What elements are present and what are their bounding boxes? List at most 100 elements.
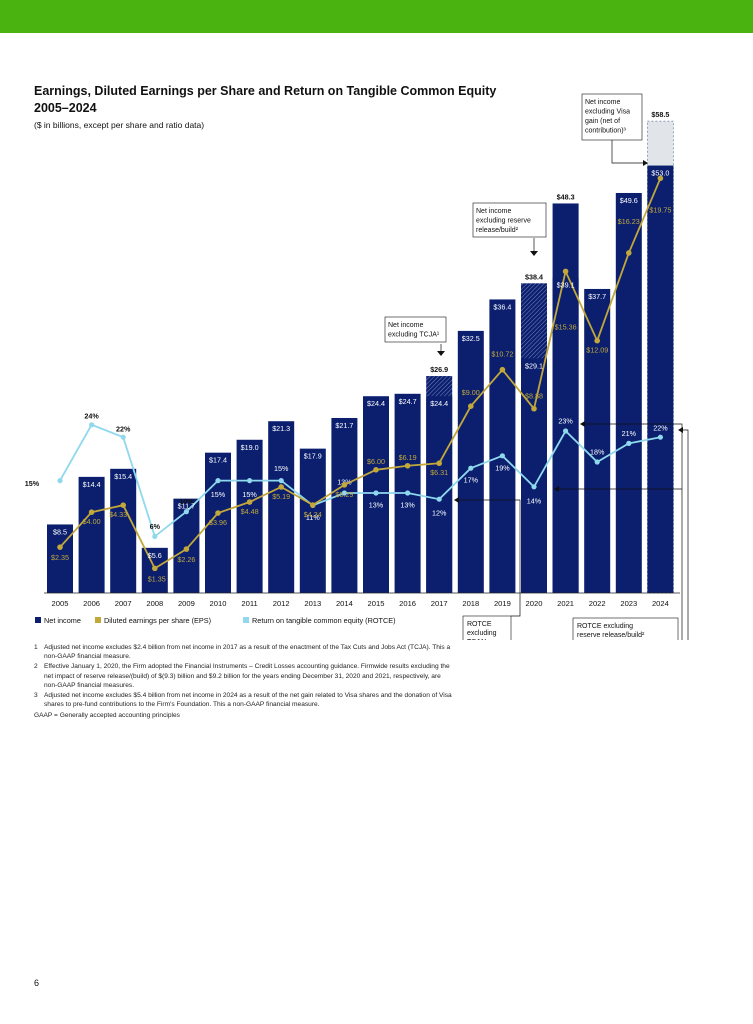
rotce-note-1-line-2: excluding bbox=[467, 630, 497, 637]
glossary-note: GAAP = Generally accepted accounting pri… bbox=[34, 712, 180, 720]
callout-1-arrowhead bbox=[437, 351, 445, 356]
footnote-3: 3 Adjusted net income excludes $5.4 billi… bbox=[34, 691, 454, 709]
x-tick-label-2024: 2024 bbox=[652, 599, 669, 608]
eps-label-2014: $5.29 bbox=[335, 490, 353, 499]
eps-label-2006: $4.00 bbox=[83, 517, 101, 526]
rotce-point-2017 bbox=[436, 496, 442, 502]
chart-subtitle: ($ in billions, except per share and rat… bbox=[34, 120, 205, 130]
eps-point-2021 bbox=[562, 268, 569, 275]
x-tick-label-2023: 2023 bbox=[620, 599, 637, 608]
eps-point-2008 bbox=[152, 565, 158, 572]
bar-label-2006: $14.4 bbox=[83, 480, 101, 489]
rotce-label-2008: 6% bbox=[150, 522, 161, 531]
eps-point-2015 bbox=[373, 467, 379, 473]
callout-1-line-2: excluding TCJA¹ bbox=[388, 332, 440, 339]
eps-point-2010 bbox=[215, 510, 221, 516]
net-income-bar-2012 bbox=[268, 421, 295, 593]
eps-label-2020: $8.88 bbox=[525, 392, 543, 401]
footnote-3-text: Adjusted net income excludes $5.4 billio… bbox=[44, 692, 452, 709]
rotce-note-2-connector bbox=[582, 423, 683, 640]
eps-label-2019: $10.72 bbox=[491, 350, 513, 359]
eps-label-2012: $5.19 bbox=[272, 492, 290, 501]
net-income-bar-2018 bbox=[457, 330, 484, 593]
eps-point-2024 bbox=[657, 175, 664, 182]
net-income-bar-2005 bbox=[47, 524, 73, 593]
x-tick-label-2007: 2007 bbox=[115, 599, 132, 608]
eps-label-2005: $2.35 bbox=[51, 553, 69, 562]
callout-2-line-2: excluding reserve bbox=[476, 218, 531, 225]
callouts-layer: Net income excluding TCJA¹ Net income exclu… bbox=[384, 93, 689, 640]
eps-point-2006 bbox=[88, 509, 95, 515]
eps-series-layer: $2.35 $4.00 $4.33 $1.35 $2.26 $3.96 $4.48 $5.19… bbox=[51, 175, 671, 583]
rotce-note-3-arrowhead bbox=[678, 427, 683, 433]
bar-label-2015: $24.4 bbox=[367, 399, 385, 408]
rotce-point-2015 bbox=[373, 490, 379, 496]
legend-label-1: Net income bbox=[44, 616, 81, 625]
rotce-series-layer: 15% 24% 22% 6% 10% 15% 15% 15% 11% 13% 13% 13% 12% 17… bbox=[25, 411, 668, 540]
eps-label-2010: $3.96 bbox=[209, 518, 227, 527]
bar-labels-layer: $26.9 $38.4 $48.3 $58.5 $8.5 $14.4 $15.4 $5.6 $1… bbox=[53, 110, 669, 560]
rotce-point-2006 bbox=[89, 422, 95, 428]
net-income-bar-2024 bbox=[647, 165, 674, 593]
rotce-label-2007: 22% bbox=[116, 425, 131, 434]
page-number: 6 bbox=[34, 978, 40, 988]
rotce-note-1-line-1: ROTCE bbox=[467, 621, 492, 628]
rotce-label-2005: 15% bbox=[25, 479, 40, 488]
x-tick-label-2015: 2015 bbox=[368, 599, 385, 608]
rotce-label-2014: 13% bbox=[337, 478, 352, 487]
rotce-label-2020: 14% bbox=[527, 496, 542, 505]
callout-2-arrowhead bbox=[530, 251, 538, 256]
eps-point-2022 bbox=[594, 337, 600, 344]
bar-label-2005: $8.5 bbox=[53, 527, 67, 536]
eps-label-2024: $19.75 bbox=[649, 205, 671, 214]
eps-point-2023 bbox=[626, 250, 632, 256]
net-income-bar-2007 bbox=[110, 468, 137, 593]
rotce-label-2015: 13% bbox=[369, 501, 384, 510]
eps-point-2005 bbox=[57, 544, 63, 550]
bar-label-2023: $49.6 bbox=[620, 196, 638, 205]
net-income-bar-2017 bbox=[426, 396, 453, 593]
footnote-1-text: Adjusted net income excludes $2.4 billio… bbox=[44, 644, 451, 661]
net-income-bar-2013 bbox=[299, 448, 326, 593]
rotce-label-2023: 21% bbox=[622, 429, 637, 438]
footnote-2: 2 Effective January 1, 2020, the Firm ado… bbox=[34, 662, 454, 690]
net-income-bars-layer bbox=[47, 165, 674, 593]
chart-title: Earnings, Diluted Earnings per Share and… bbox=[34, 84, 497, 115]
adjusted-bar-label-2020: $38.4 bbox=[525, 272, 543, 281]
x-tick-label-2019: 2019 bbox=[494, 599, 511, 608]
net-income-bar-2011 bbox=[236, 439, 263, 593]
eps-point-2012 bbox=[278, 484, 285, 490]
eps-label-2017: $6.31 bbox=[430, 468, 448, 477]
bar-label-2011: $19.0 bbox=[241, 443, 259, 452]
rotce-point-2009 bbox=[183, 509, 189, 515]
net-income-bar-2014 bbox=[331, 417, 358, 593]
x-tick-label-2008: 2008 bbox=[146, 599, 163, 608]
eps-point-2007 bbox=[120, 502, 126, 509]
rotce-point-2023 bbox=[626, 440, 632, 446]
net-income-bar-2022 bbox=[584, 288, 611, 593]
rotce-point-2016 bbox=[405, 490, 411, 496]
adjusted-bar-label-2017: $26.9 bbox=[430, 365, 448, 374]
legend-label-3: Return on tangible common equity (ROTCE) bbox=[252, 616, 396, 625]
bar-label-2016: $24.7 bbox=[399, 397, 417, 406]
legend-swatch-1 bbox=[35, 617, 41, 623]
eps-line bbox=[59, 177, 662, 570]
x-tick-label-2009: 2009 bbox=[178, 599, 195, 608]
bar-label-2022: $37.7 bbox=[588, 292, 606, 301]
bar-label-2012: $21.3 bbox=[272, 424, 290, 433]
x-tick-label-2013: 2013 bbox=[304, 599, 321, 608]
rotce-label-2017: 12% bbox=[432, 509, 447, 518]
eps-label-2009: $2.26 bbox=[177, 555, 195, 564]
net-income-bar-2021-gaap bbox=[552, 277, 579, 593]
rotce-note-2-line-2: reserve release/build² bbox=[577, 632, 645, 639]
x-tick-label-2011: 2011 bbox=[241, 599, 257, 608]
brand-top-bar bbox=[0, 0, 753, 33]
eps-point-2013 bbox=[310, 502, 316, 508]
callout-3-line-1: Net income bbox=[585, 99, 621, 106]
rotce-note-box-2 bbox=[572, 617, 679, 640]
callout-2-line-3: release/build² bbox=[476, 227, 519, 234]
x-tick-label-2018: 2018 bbox=[462, 599, 479, 608]
x-tick-label-2020: 2020 bbox=[526, 599, 543, 608]
legend-label-2: Diluted earnings per share (EPS) bbox=[104, 616, 211, 625]
bar-label-2024: $53.0 bbox=[651, 169, 669, 178]
